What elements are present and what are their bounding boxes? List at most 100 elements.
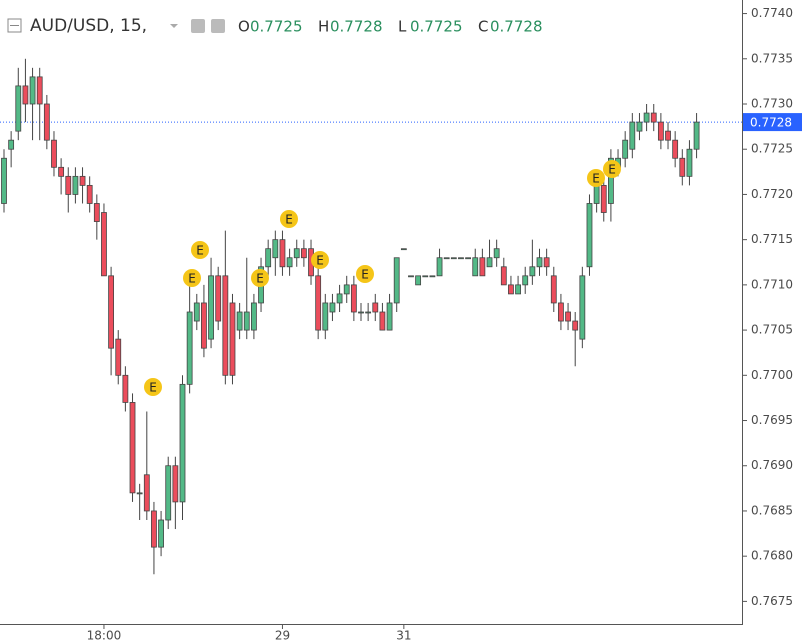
y-tick-label: 0.7730 (751, 97, 793, 111)
candle-body (586, 203, 593, 268)
y-tick-label: 0.7740 (751, 6, 793, 20)
candle-body (422, 275, 429, 278)
candle-body (436, 257, 443, 277)
candle-body (329, 302, 336, 313)
candle-body (400, 248, 407, 251)
event-label: E (316, 254, 324, 268)
candle-body (72, 175, 79, 195)
candle-body (600, 184, 607, 213)
event-marker[interactable] (191, 241, 209, 259)
candle-body (15, 85, 22, 132)
y-tick-label: 0.7725 (751, 142, 793, 156)
symbol: AUD/USD, 15, (30, 16, 147, 36)
event-label: E (256, 272, 264, 286)
candle-body (393, 257, 400, 304)
candle-body (136, 492, 143, 495)
candle-body (408, 275, 414, 278)
candle-body (622, 139, 629, 159)
candle-body (579, 275, 586, 340)
candle-body (665, 130, 671, 141)
event-marker[interactable] (183, 269, 201, 287)
candle-body (608, 157, 614, 204)
candle-body (86, 184, 93, 204)
candle-body (458, 257, 464, 260)
candle-body (558, 302, 564, 322)
candle-body (629, 121, 636, 150)
y-tick-label: 0.7680 (751, 549, 793, 563)
candle-body (101, 212, 107, 277)
event-label: E (361, 268, 369, 282)
candle-body (336, 293, 343, 304)
ohlc-label: L (398, 18, 407, 36)
event-marker[interactable] (280, 210, 298, 228)
event-marker[interactable] (251, 269, 269, 287)
collapse-icon[interactable] (7, 18, 22, 33)
event-marker[interactable] (587, 169, 605, 187)
candle-body (500, 266, 507, 286)
y-tick-label: 0.7690 (751, 458, 793, 472)
candle-body (643, 112, 650, 123)
candle-body (386, 302, 393, 331)
candle-body (236, 311, 243, 331)
y-tick-label: 0.7685 (751, 503, 793, 517)
event-marker[interactable] (311, 251, 329, 269)
candle-body (36, 76, 43, 105)
candle-body (379, 311, 386, 331)
candle-body (322, 302, 329, 331)
candle-body (443, 257, 450, 260)
candle-body (372, 302, 379, 313)
candle-body (193, 302, 200, 322)
last-price-label: 0.7728 (750, 116, 792, 130)
candle-body (8, 139, 15, 150)
candle-body (550, 275, 557, 304)
candle-body (486, 257, 493, 268)
candle-body (165, 465, 172, 521)
candle-body (657, 121, 664, 141)
candle-body (215, 275, 222, 322)
candle-body (358, 311, 364, 314)
y-tick-label: 0.7720 (751, 187, 793, 201)
candle-body (43, 103, 50, 141)
candle-body (208, 275, 214, 340)
candle-body (108, 275, 114, 349)
candle-body (693, 121, 700, 150)
eye-icon[interactable] (191, 19, 205, 33)
candle-body (186, 311, 193, 385)
ohlc-label: C (478, 18, 488, 36)
candle-body (51, 139, 57, 168)
y-tick-label: 0.7675 (751, 594, 793, 608)
event-marker[interactable] (144, 378, 162, 396)
y-tick-label: 0.7700 (751, 368, 793, 382)
y-tick-label: 0.7705 (751, 323, 793, 337)
candle-body (572, 320, 579, 331)
candle-body (222, 275, 229, 376)
candle-body (65, 175, 72, 195)
candle-body (22, 85, 29, 105)
candle-body (1, 157, 7, 204)
y-tick-label: 0.7710 (751, 277, 793, 291)
candle-body (250, 302, 257, 331)
candle-body (201, 302, 207, 349)
candle-body (122, 374, 129, 403)
settings-icon[interactable] (211, 19, 225, 33)
x-tick-label: 29 (275, 629, 290, 643)
candle-body (650, 112, 657, 123)
y-tick-label: 0.7735 (751, 51, 793, 65)
candle-body (29, 76, 36, 105)
candle-body (365, 311, 372, 314)
candle-body (565, 311, 571, 322)
candle-body (429, 275, 436, 278)
ohlc-value: 0.7728 (330, 18, 383, 36)
candle-body (450, 257, 457, 260)
candle-body (672, 139, 679, 159)
candle-body (129, 402, 136, 494)
candle-body (415, 275, 422, 286)
dropdown-arrow[interactable] (170, 24, 178, 28)
event-label: E (285, 213, 293, 227)
event-marker[interactable] (356, 265, 374, 283)
event-marker[interactable] (603, 160, 621, 178)
ohlc-label: O (238, 18, 250, 36)
candle-body (493, 248, 500, 259)
event-label: E (592, 172, 600, 186)
ohlc-value: 0.7725 (250, 18, 303, 36)
